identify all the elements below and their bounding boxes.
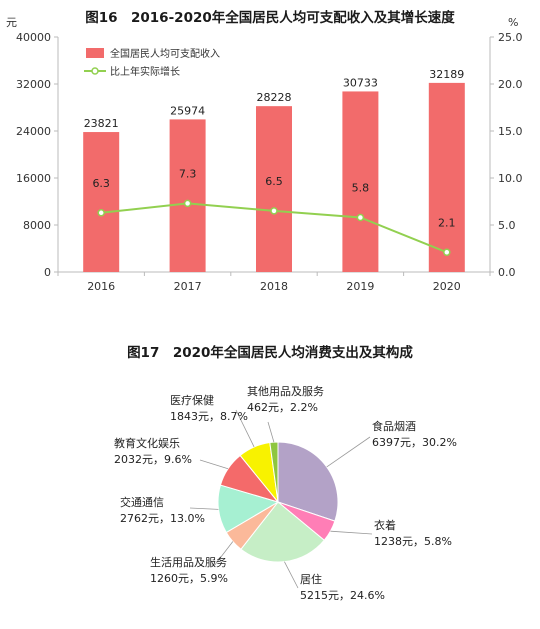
x-tick-label: 2016 (87, 280, 115, 293)
income-bar (428, 82, 465, 273)
left-tick-label: 16000 (16, 172, 51, 185)
income-growth-chart: 0 8000 16000 24000 32000 40000 0.0 5.0 10.0 15.0 2… (6, 16, 523, 293)
legend-line-label: 比上年实际增长 (110, 65, 180, 78)
growth-point (270, 207, 278, 215)
pie-slice-3 (240, 501, 325, 563)
growth-label: 6.5 (265, 175, 283, 188)
left-tick-label: 0 (44, 266, 51, 279)
pie-slice-name: 医疗保健 (170, 393, 214, 407)
x-tick-label: 2020 (433, 280, 461, 293)
pie-leader-line (235, 409, 255, 448)
pie-leader-line (284, 561, 299, 589)
income-bar-label: 28228 (257, 91, 292, 104)
right-tick-label: 5.0 (498, 219, 516, 232)
right-axis-unit: % (508, 16, 518, 29)
pie-slice-name: 居住 (300, 572, 322, 586)
income-bar-label: 25974 (170, 104, 205, 117)
growth-label: 5.8 (352, 181, 370, 194)
pie-slice-value: 2032元，9.6% (114, 453, 192, 466)
legend-line-marker (91, 67, 99, 75)
pie-slice-1 (277, 441, 339, 522)
growth-point (443, 248, 451, 257)
pie-leader-line (199, 459, 229, 470)
right-tick-label: 0.0 (498, 266, 516, 279)
chart16-axes: 0 8000 16000 24000 32000 40000 0.0 5.0 10.0 15.0 2… (16, 31, 523, 293)
x-tick-label: 2019 (346, 280, 374, 293)
legend-bar-label: 全国居民人均可支配收入 (110, 47, 220, 60)
pie-slice-name: 交通通信 (120, 495, 164, 509)
right-tick-label: 10.0 (498, 172, 523, 185)
income-bar (342, 91, 379, 272)
chart16-bars (83, 82, 465, 273)
pie-leader-line (267, 421, 275, 443)
growth-point (183, 199, 192, 208)
pie-slice-name: 生活用品及服务 (150, 555, 227, 569)
income-bar (83, 132, 120, 272)
growth-point (356, 213, 365, 222)
left-axis-unit: 元 (6, 16, 17, 29)
pie-leader-line (330, 530, 373, 535)
right-tick-label: 25.0 (498, 31, 523, 44)
pie-leader-line (189, 507, 219, 510)
income-bar (256, 106, 292, 273)
figure17-title: 图17 2020年全国居民人均消费支出及其构成 (127, 345, 413, 361)
income-bar-label: 30733 (343, 76, 378, 89)
growth-label: 7.3 (179, 167, 197, 180)
x-tick-label: 2018 (260, 280, 288, 293)
pie-slice-name: 其他用品及服务 (247, 385, 324, 398)
pie-leader-lines (189, 409, 373, 589)
chart16-bar-labels: 23821 25974 28228 30733 32189 (84, 68, 465, 130)
figure16-title: 图16 2016-2020年全国居民人均可支配收入及其增长速度 (85, 10, 455, 26)
pie-labels: 食品烟酒 6397元，30.2% 衣着 1238元，5.8% 居住 5215元，24.6%… (114, 385, 457, 602)
pie-slice-name: 衣着 (374, 518, 396, 532)
pie-slices (217, 441, 339, 563)
legend-bar-swatch (86, 48, 104, 58)
pie-slice-value: 1238元，5.8% (374, 535, 452, 548)
pie-slice-name: 食品烟酒 (372, 419, 416, 433)
chart16-legend: 全国居民人均可支配收入 比上年实际增长 (84, 47, 220, 78)
growth-label: 2.1 (438, 216, 456, 229)
chart16-growth-line (97, 199, 451, 257)
chart16-growth-labels: 6.3 7.3 6.5 5.8 2.1 (92, 167, 455, 229)
left-tick-label: 40000 (16, 31, 51, 44)
pie-leader-line (213, 541, 234, 567)
income-bar (169, 119, 206, 273)
pie-slice-value: 6397元，30.2% (372, 436, 457, 449)
right-tick-label: 20.0 (498, 78, 523, 91)
income-bar-label: 23821 (84, 117, 119, 130)
x-tick-label: 2017 (174, 280, 202, 293)
income-bar-label: 32189 (429, 68, 464, 81)
left-tick-label: 32000 (16, 78, 51, 91)
pie-slice-value: 1843元，8.7% (170, 410, 248, 423)
left-tick-label: 24000 (16, 125, 51, 138)
right-tick-label: 15.0 (498, 125, 523, 138)
pie-slice-value: 1260元，5.9% (150, 572, 228, 585)
pie-slice-value: 2762元，13.0% (120, 512, 205, 525)
pie-slice-value: 5215元，24.6% (300, 589, 385, 602)
growth-label: 6.3 (92, 177, 110, 190)
pie-leader-line (326, 436, 371, 468)
pie-slice-name: 教育文化娱乐 (114, 436, 180, 450)
pie-slice-value: 462元，2.2% (247, 401, 318, 414)
growth-point (97, 209, 105, 217)
left-tick-label: 8000 (23, 219, 51, 232)
